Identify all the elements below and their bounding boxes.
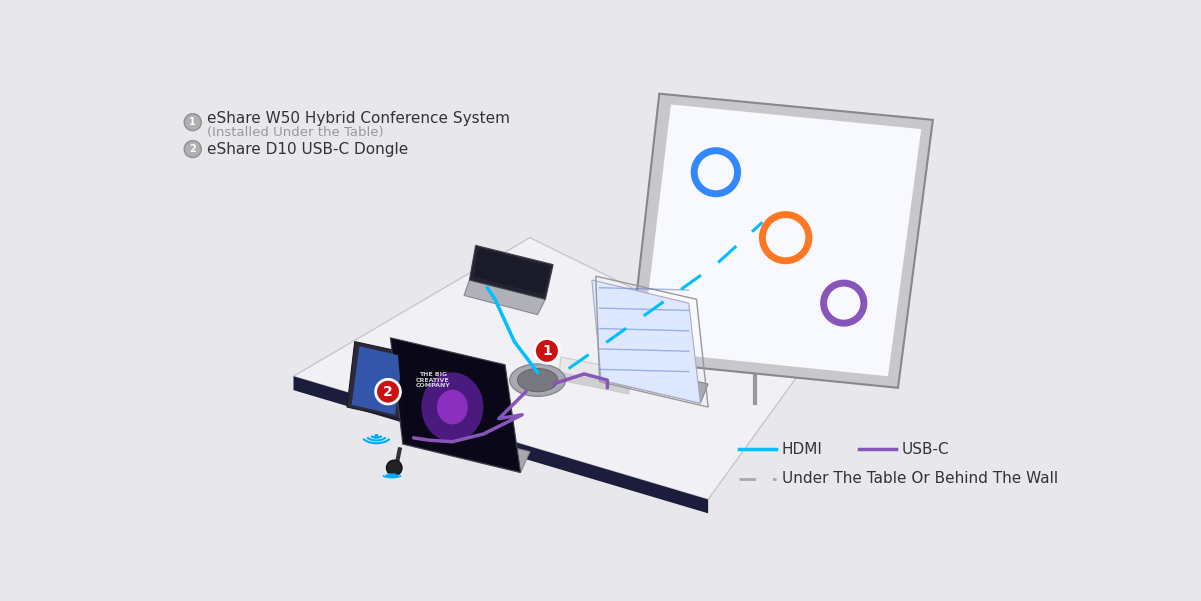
- Polygon shape: [474, 248, 550, 294]
- Polygon shape: [629, 94, 933, 388]
- Polygon shape: [396, 340, 519, 469]
- Ellipse shape: [509, 364, 566, 396]
- Polygon shape: [470, 245, 554, 299]
- Ellipse shape: [772, 225, 799, 251]
- Ellipse shape: [832, 292, 855, 314]
- Circle shape: [534, 338, 560, 363]
- Circle shape: [184, 141, 202, 157]
- Polygon shape: [464, 280, 545, 315]
- Text: eShare D10 USB-C Dongle: eShare D10 USB-C Dongle: [208, 142, 408, 157]
- Polygon shape: [641, 105, 921, 376]
- Circle shape: [376, 379, 400, 404]
- Polygon shape: [352, 346, 402, 415]
- Text: THE BIG
CREATIVE
COMPANY: THE BIG CREATIVE COMPANY: [416, 372, 450, 388]
- Circle shape: [184, 114, 202, 130]
- Text: 1: 1: [542, 344, 551, 358]
- Text: eShare W50 Hybrid Conference System: eShare W50 Hybrid Conference System: [208, 111, 510, 126]
- Polygon shape: [293, 237, 801, 499]
- Text: 2: 2: [190, 144, 196, 154]
- Ellipse shape: [437, 389, 468, 424]
- Polygon shape: [560, 357, 631, 386]
- Polygon shape: [592, 280, 700, 403]
- Text: HDMI: HDMI: [782, 442, 823, 457]
- Ellipse shape: [704, 160, 728, 184]
- Text: USB-C: USB-C: [902, 442, 950, 457]
- Text: Under The Table Or Behind The Wall: Under The Table Or Behind The Wall: [782, 471, 1058, 486]
- Circle shape: [387, 460, 402, 475]
- Polygon shape: [347, 341, 407, 419]
- Ellipse shape: [422, 373, 483, 442]
- Text: 1: 1: [190, 117, 196, 127]
- Polygon shape: [293, 376, 709, 513]
- Ellipse shape: [518, 368, 557, 392]
- Polygon shape: [402, 423, 530, 472]
- Polygon shape: [390, 338, 520, 472]
- Text: 2: 2: [383, 385, 393, 398]
- Polygon shape: [560, 373, 629, 394]
- Text: (Installed Under the Table): (Installed Under the Table): [208, 126, 384, 139]
- Polygon shape: [602, 361, 709, 403]
- Circle shape: [374, 434, 378, 439]
